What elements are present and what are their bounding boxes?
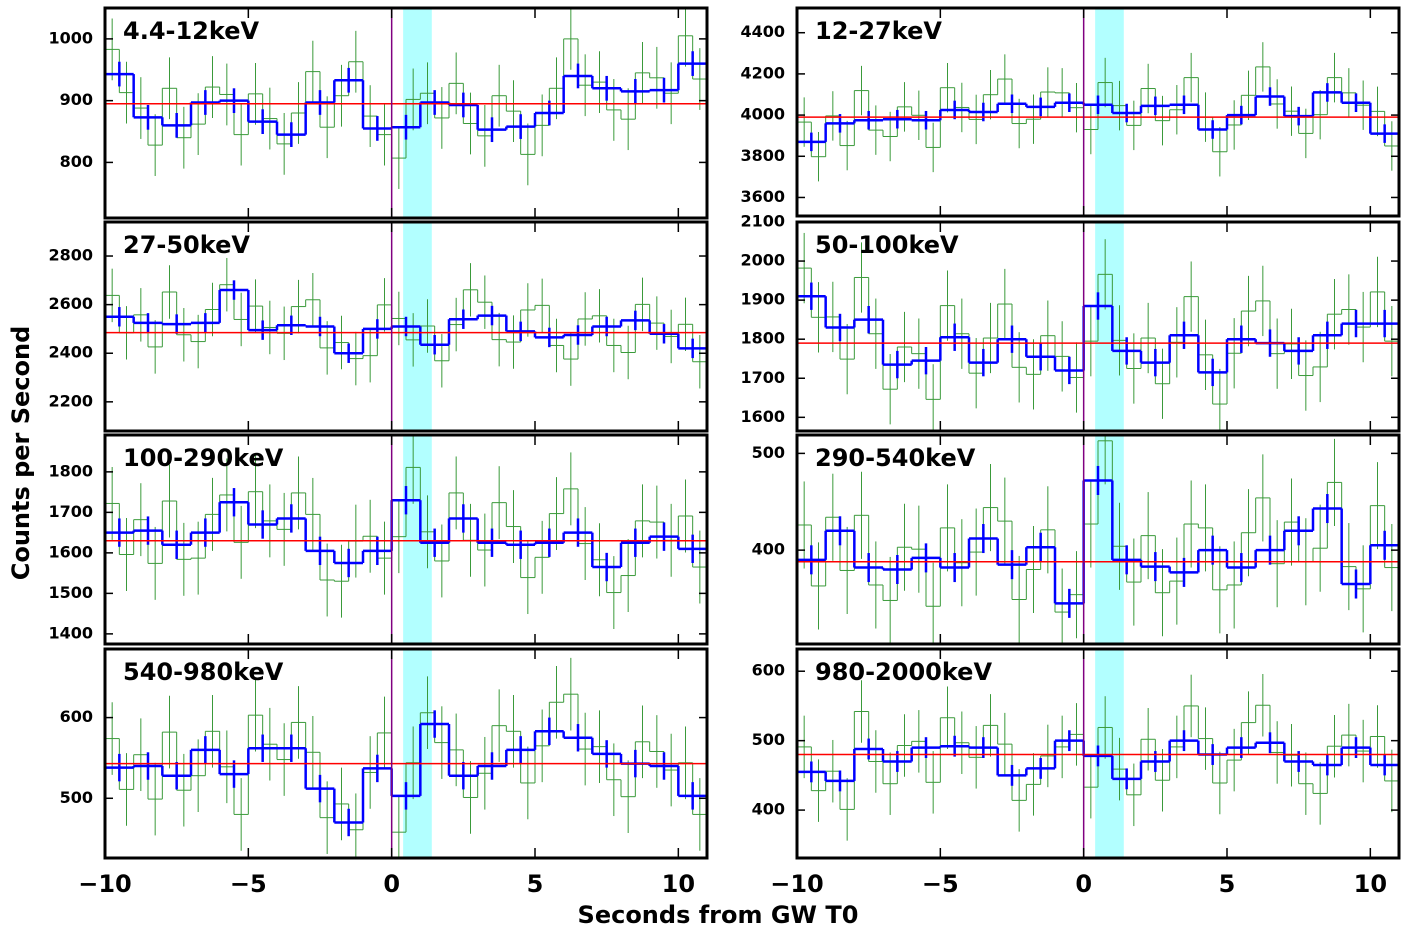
y-tick-label: 2400 xyxy=(48,343,93,362)
y-tick-label: 2100 xyxy=(740,212,785,231)
x-tick-label: 10 xyxy=(1354,870,1387,898)
plot-area xyxy=(105,435,707,644)
y-tick-label: 1000 xyxy=(48,28,93,47)
x-axis-label: Seconds from GW T0 xyxy=(578,901,859,929)
y-tick-label: 2200 xyxy=(48,391,93,410)
y-tick-label: 600 xyxy=(60,707,93,726)
plot-area xyxy=(105,8,707,218)
y-tick-label: 800 xyxy=(60,152,93,171)
plot-area xyxy=(797,435,1399,644)
panel-title: 12-27keV xyxy=(815,17,942,45)
panel-title: 50-100keV xyxy=(815,231,959,259)
x-tick-label: −5 xyxy=(230,870,267,898)
y-tick-label: 1800 xyxy=(740,329,785,348)
panel-title: 100-290keV xyxy=(123,444,284,472)
y-tick-label: 1600 xyxy=(48,542,93,561)
x-tick-label: 0 xyxy=(1075,870,1092,898)
y-tick-label: 4200 xyxy=(740,63,785,82)
panel-title: 27-50keV xyxy=(123,231,250,259)
x-tick-label: 0 xyxy=(383,870,400,898)
panel-title: 290-540keV xyxy=(815,444,976,472)
panel-frame xyxy=(103,6,709,220)
y-tick-label: 1700 xyxy=(740,368,785,387)
panel-frame xyxy=(795,647,1401,860)
y-tick-label: 1600 xyxy=(740,407,785,426)
plot-area xyxy=(105,649,707,858)
y-tick-label: 1400 xyxy=(48,623,93,642)
panel-frame xyxy=(795,433,1401,646)
panel-title: 980-2000keV xyxy=(815,658,992,686)
y-tick-label: 4000 xyxy=(740,105,785,124)
y-tick-label: 900 xyxy=(60,90,93,109)
panel-title: 4.4-12keV xyxy=(123,17,259,45)
x-tick-label: −10 xyxy=(770,870,824,898)
y-tick-label: 500 xyxy=(752,443,785,462)
x-tick-label: −5 xyxy=(922,870,959,898)
plot-area xyxy=(797,222,1399,431)
y-tick-label: 1700 xyxy=(48,502,93,521)
panel-frame xyxy=(103,647,709,860)
plot-area xyxy=(797,649,1399,858)
plot-area xyxy=(797,8,1399,216)
y-tick-label: 1800 xyxy=(48,461,93,480)
panel-frame xyxy=(103,220,709,433)
x-tick-label: 5 xyxy=(1219,870,1236,898)
y-tick-label: 1500 xyxy=(48,583,93,602)
y-axis-label: Counts per Second xyxy=(7,326,35,581)
panel-frame xyxy=(103,433,709,646)
y-tick-label: 3800 xyxy=(740,146,785,165)
y-tick-label: 600 xyxy=(752,661,785,680)
panel-title: 540-980keV xyxy=(123,658,284,686)
y-tick-label: 2000 xyxy=(740,251,785,270)
y-tick-label: 2800 xyxy=(48,246,93,265)
panel-frame xyxy=(795,6,1401,218)
x-tick-label: 5 xyxy=(527,870,544,898)
x-tick-label: 10 xyxy=(662,870,695,898)
panel-frame xyxy=(795,220,1401,433)
y-tick-label: 4400 xyxy=(740,22,785,41)
y-tick-label: 500 xyxy=(752,730,785,749)
y-tick-label: 500 xyxy=(60,788,93,807)
plot-area xyxy=(105,222,707,431)
x-tick-label: −10 xyxy=(78,870,132,898)
y-tick-label: 2600 xyxy=(48,294,93,313)
y-tick-label: 1900 xyxy=(740,290,785,309)
y-tick-label: 3600 xyxy=(740,187,785,206)
y-tick-label: 400 xyxy=(752,540,785,559)
y-tick-label: 400 xyxy=(752,800,785,819)
